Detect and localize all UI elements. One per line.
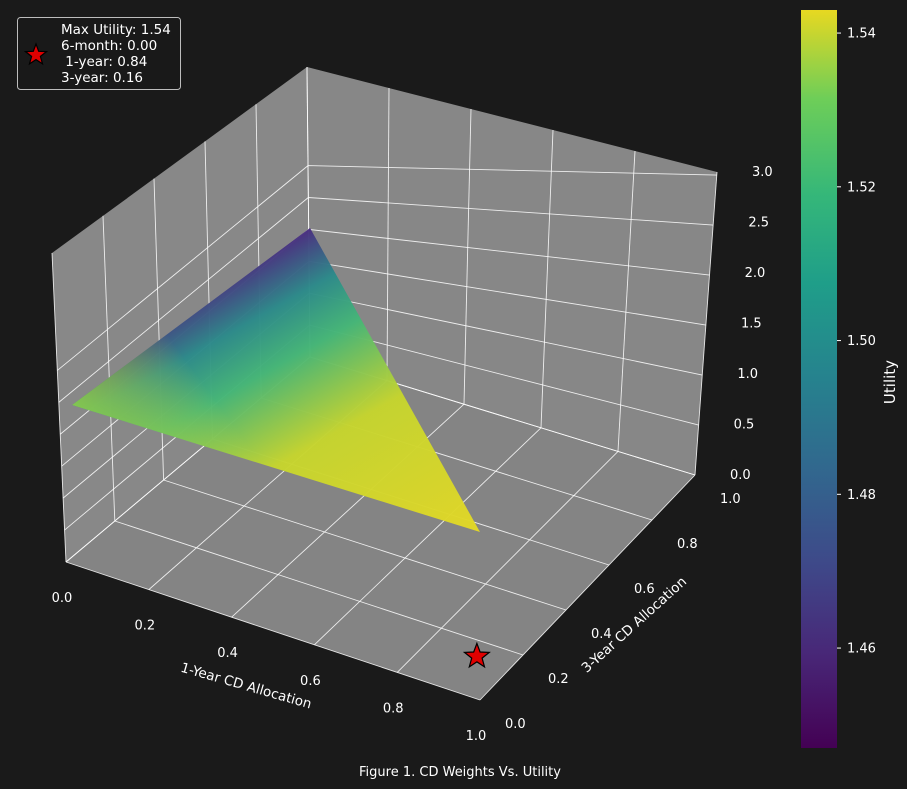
z-grid-line — [57, 165, 717, 371]
legend-line-6-month: 6-month: 0.00 — [61, 38, 157, 54]
x-tick-label: 0.6 — [300, 674, 321, 689]
legend: Max Utility: 1.54 6-month: 0.00 1-year: … — [17, 17, 181, 90]
back-pane-left — [52, 67, 310, 562]
colorbar-tick-label: 1.50 — [847, 334, 876, 349]
right-pane-grid-v — [463, 108, 472, 405]
colorbar: 1.46 1.48 1.50 1.52 1.54 Utility — [801, 10, 899, 748]
z-tick-label: 1.5 — [741, 317, 762, 332]
x-tick-label: 0.4 — [217, 646, 238, 661]
floor-grid-x — [314, 427, 542, 646]
x-tick-labels: 0.0 0.2 0.4 0.6 0.8 1.0 — [52, 591, 487, 744]
colorbar-tick-label: 1.52 — [847, 180, 876, 195]
y-tick-label: 0.0 — [505, 717, 526, 732]
optimum-star-marker — [462, 641, 491, 669]
z-tick-label: 0.5 — [734, 418, 755, 433]
z-grid-line — [58, 197, 714, 403]
x-tick-label: 1.0 — [466, 729, 487, 744]
utility-surface — [72, 228, 480, 532]
x-tick-label: 0.8 — [383, 701, 404, 716]
figure-caption: Figure 1. CD Weights Vs. Utility — [359, 765, 561, 780]
z-tick-label: 3.0 — [752, 165, 773, 180]
left-pane-grid-v — [102, 215, 116, 522]
colorbar-label: Utility — [881, 360, 899, 404]
z-tick-label: 1.0 — [737, 367, 758, 382]
z-tick-label: 2.0 — [745, 266, 766, 281]
colorbar-tick-label: 1.54 — [847, 27, 876, 42]
legend-line-3-year: 3-year: 0.16 — [61, 70, 143, 86]
z-tick-label: 0.0 — [730, 468, 751, 483]
x-tick-label: 0.2 — [134, 619, 155, 634]
legend-box — [17, 17, 181, 90]
y-tick-label: 0.2 — [548, 672, 569, 687]
right-pane-grid-v — [617, 150, 636, 452]
left-pane-grid-v — [51, 252, 67, 563]
floor-grid-x — [396, 451, 619, 673]
z-tick-labels: 0.0 0.5 1.0 1.5 2.0 2.5 3.0 — [730, 165, 773, 483]
y-tick-label: 0.4 — [591, 627, 612, 642]
x-axis-label: 1-Year CD Allocation — [179, 660, 314, 713]
y-tick-labels: 0.0 0.2 0.4 0.6 0.8 1.0 — [505, 492, 741, 732]
x-tick-label: 0.0 — [52, 591, 73, 606]
legend-line-max-utility: Max Utility: 1.54 — [61, 22, 171, 38]
y-tick-label: 0.6 — [634, 582, 655, 597]
colorbar-tick-label: 1.46 — [847, 642, 876, 657]
floor-grid-y — [163, 479, 567, 611]
legend-star-icon — [23, 42, 49, 66]
z-tick-label: 2.5 — [748, 216, 769, 231]
back-pane-right — [307, 67, 717, 475]
floor-grid-x — [479, 474, 696, 701]
right-pane-grid-v — [386, 87, 390, 381]
colorbar-tick-label: 1.48 — [847, 488, 876, 503]
y-tick-label: 1.0 — [720, 492, 741, 507]
right-pane-grid-v — [540, 129, 554, 428]
y-tick-label: 0.8 — [677, 537, 698, 552]
surface-tint — [72, 228, 480, 532]
floor-grid-y — [65, 561, 481, 701]
right-pane-grid-v — [694, 171, 718, 476]
legend-line-1-year: 1-year: 0.84 — [61, 54, 147, 70]
floor-grid-y — [114, 520, 524, 656]
colorbar-gradient — [801, 10, 837, 748]
colorbar-ticks: 1.46 1.48 1.50 1.52 1.54 — [837, 27, 876, 657]
